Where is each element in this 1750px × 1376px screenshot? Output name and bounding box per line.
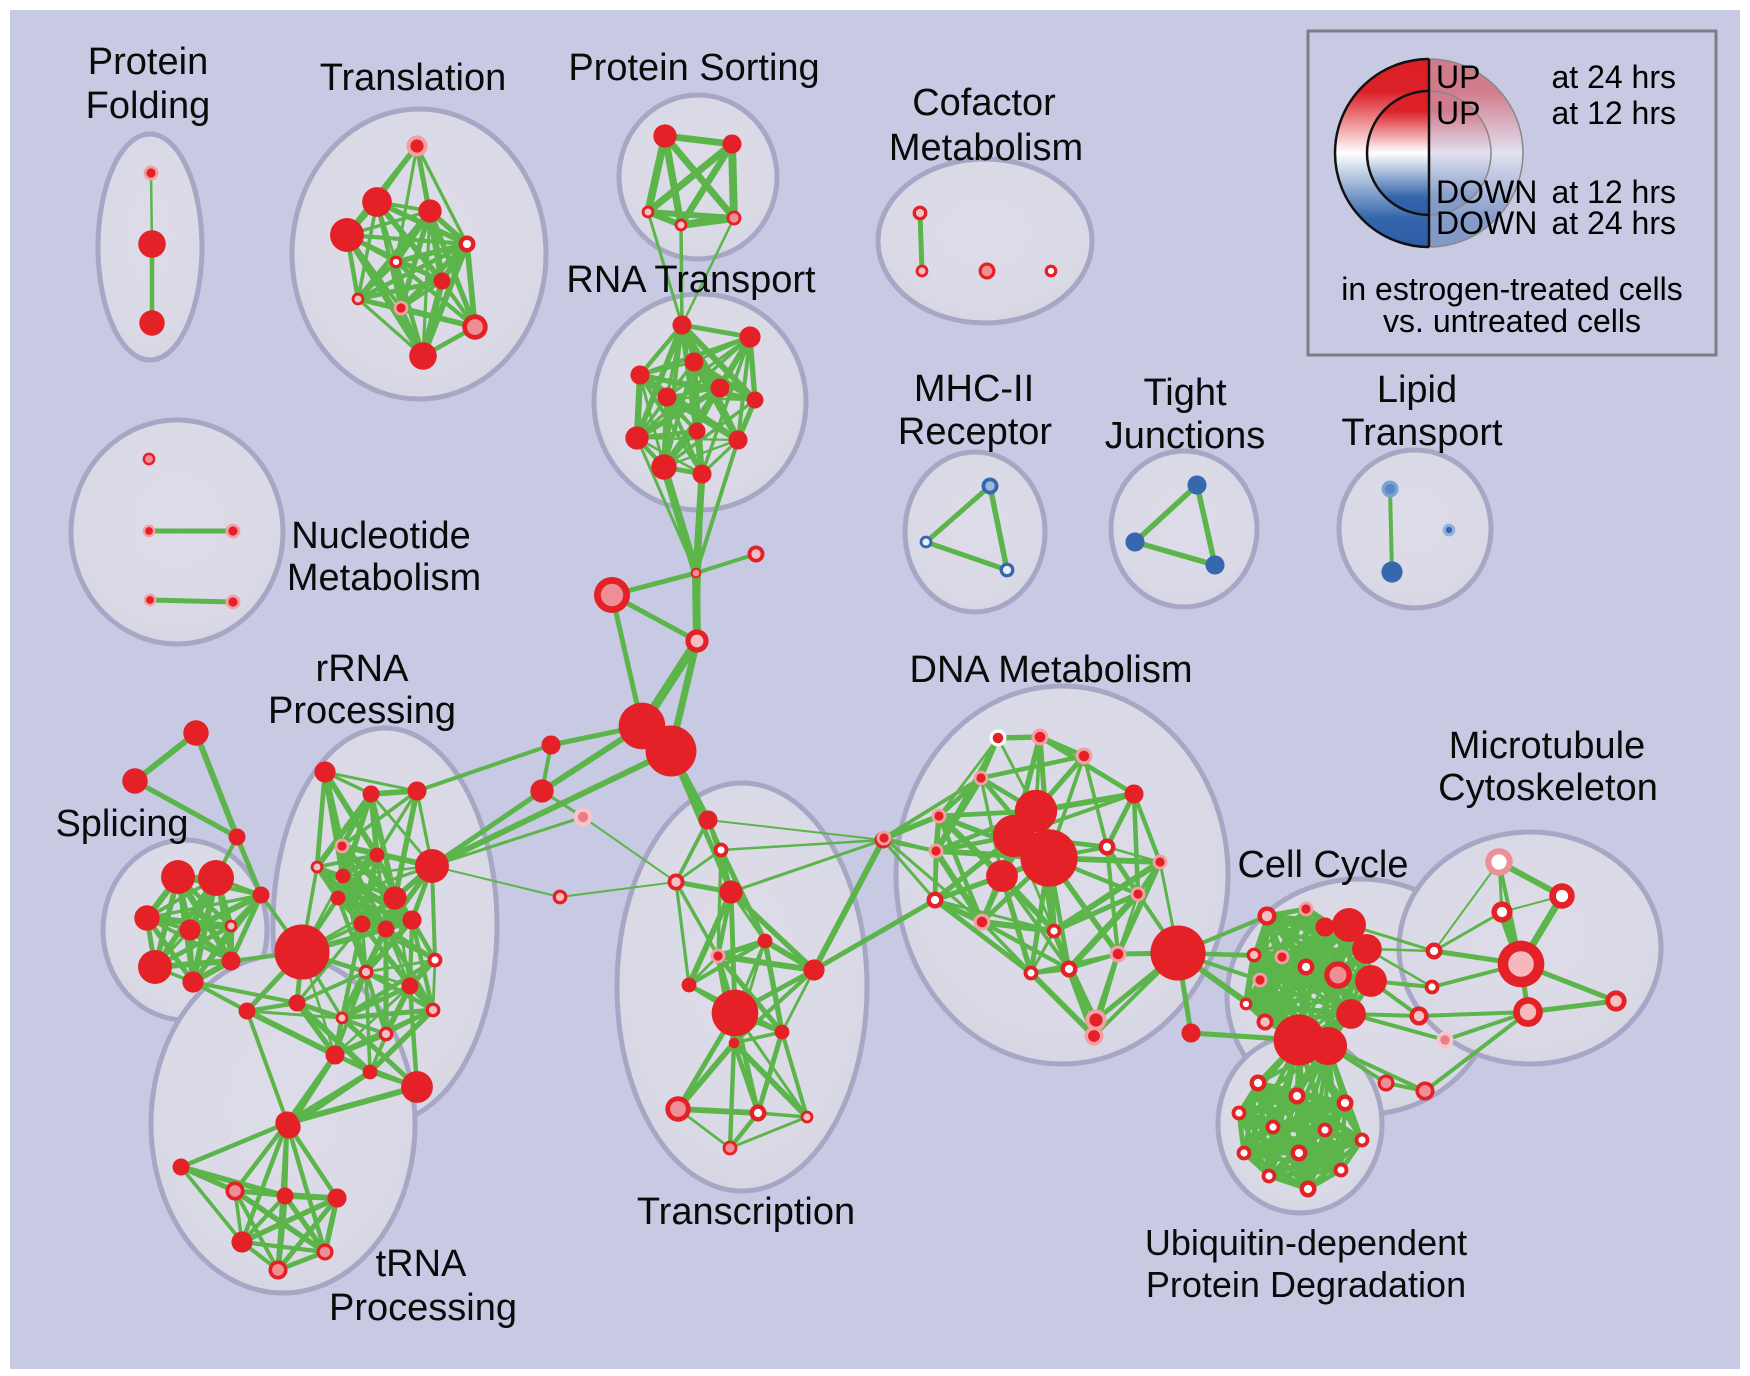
svg-text:Transcription: Transcription	[637, 1191, 855, 1233]
svg-text:Nucleotide: Nucleotide	[291, 515, 471, 557]
svg-text:Folding: Folding	[86, 85, 211, 127]
svg-text:rRNA: rRNA	[316, 648, 410, 690]
svg-text:Protein Sorting: Protein Sorting	[568, 47, 819, 89]
svg-text:Tight: Tight	[1143, 372, 1227, 414]
svg-text:at 12 hrs: at 12 hrs	[1551, 174, 1676, 210]
svg-text:Splicing: Splicing	[55, 803, 188, 845]
svg-text:in estrogen-treated cells: in estrogen-treated cells	[1341, 271, 1683, 307]
svg-text:at 24 hrs: at 24 hrs	[1551, 59, 1676, 95]
svg-text:Transport: Transport	[1341, 412, 1503, 454]
svg-text:DOWN: DOWN	[1436, 174, 1537, 210]
svg-text:Metabolism: Metabolism	[889, 127, 1083, 169]
svg-text:tRNA: tRNA	[376, 1243, 467, 1285]
svg-text:DOWN: DOWN	[1436, 205, 1537, 241]
svg-text:Junctions: Junctions	[1105, 415, 1266, 457]
svg-text:Receptor: Receptor	[898, 411, 1053, 453]
svg-text:Protein: Protein	[88, 41, 208, 83]
svg-text:Cofactor: Cofactor	[912, 82, 1056, 124]
svg-text:Processing: Processing	[329, 1287, 517, 1329]
svg-text:Cytoskeleton: Cytoskeleton	[1438, 767, 1658, 809]
svg-text:at 12 hrs: at 12 hrs	[1551, 95, 1676, 131]
svg-text:DNA Metabolism: DNA Metabolism	[910, 649, 1193, 691]
svg-text:Lipid: Lipid	[1377, 369, 1457, 411]
svg-text:UP: UP	[1436, 59, 1480, 95]
svg-text:vs. untreated cells: vs. untreated cells	[1383, 303, 1641, 339]
svg-text:Processing: Processing	[268, 690, 456, 732]
svg-text:MHC-II: MHC-II	[914, 368, 1034, 410]
svg-text:UP: UP	[1436, 95, 1480, 131]
svg-text:RNA Transport: RNA Transport	[566, 259, 816, 301]
svg-text:Protein Degradation: Protein Degradation	[1146, 1264, 1466, 1305]
svg-text:Metabolism: Metabolism	[287, 557, 481, 599]
svg-text:Ubiquitin-dependent: Ubiquitin-dependent	[1145, 1222, 1467, 1263]
svg-text:at 24 hrs: at 24 hrs	[1551, 205, 1676, 241]
svg-text:Microtubule: Microtubule	[1449, 725, 1645, 767]
svg-text:Translation: Translation	[320, 57, 507, 99]
svg-text:Cell Cycle: Cell Cycle	[1237, 844, 1408, 886]
